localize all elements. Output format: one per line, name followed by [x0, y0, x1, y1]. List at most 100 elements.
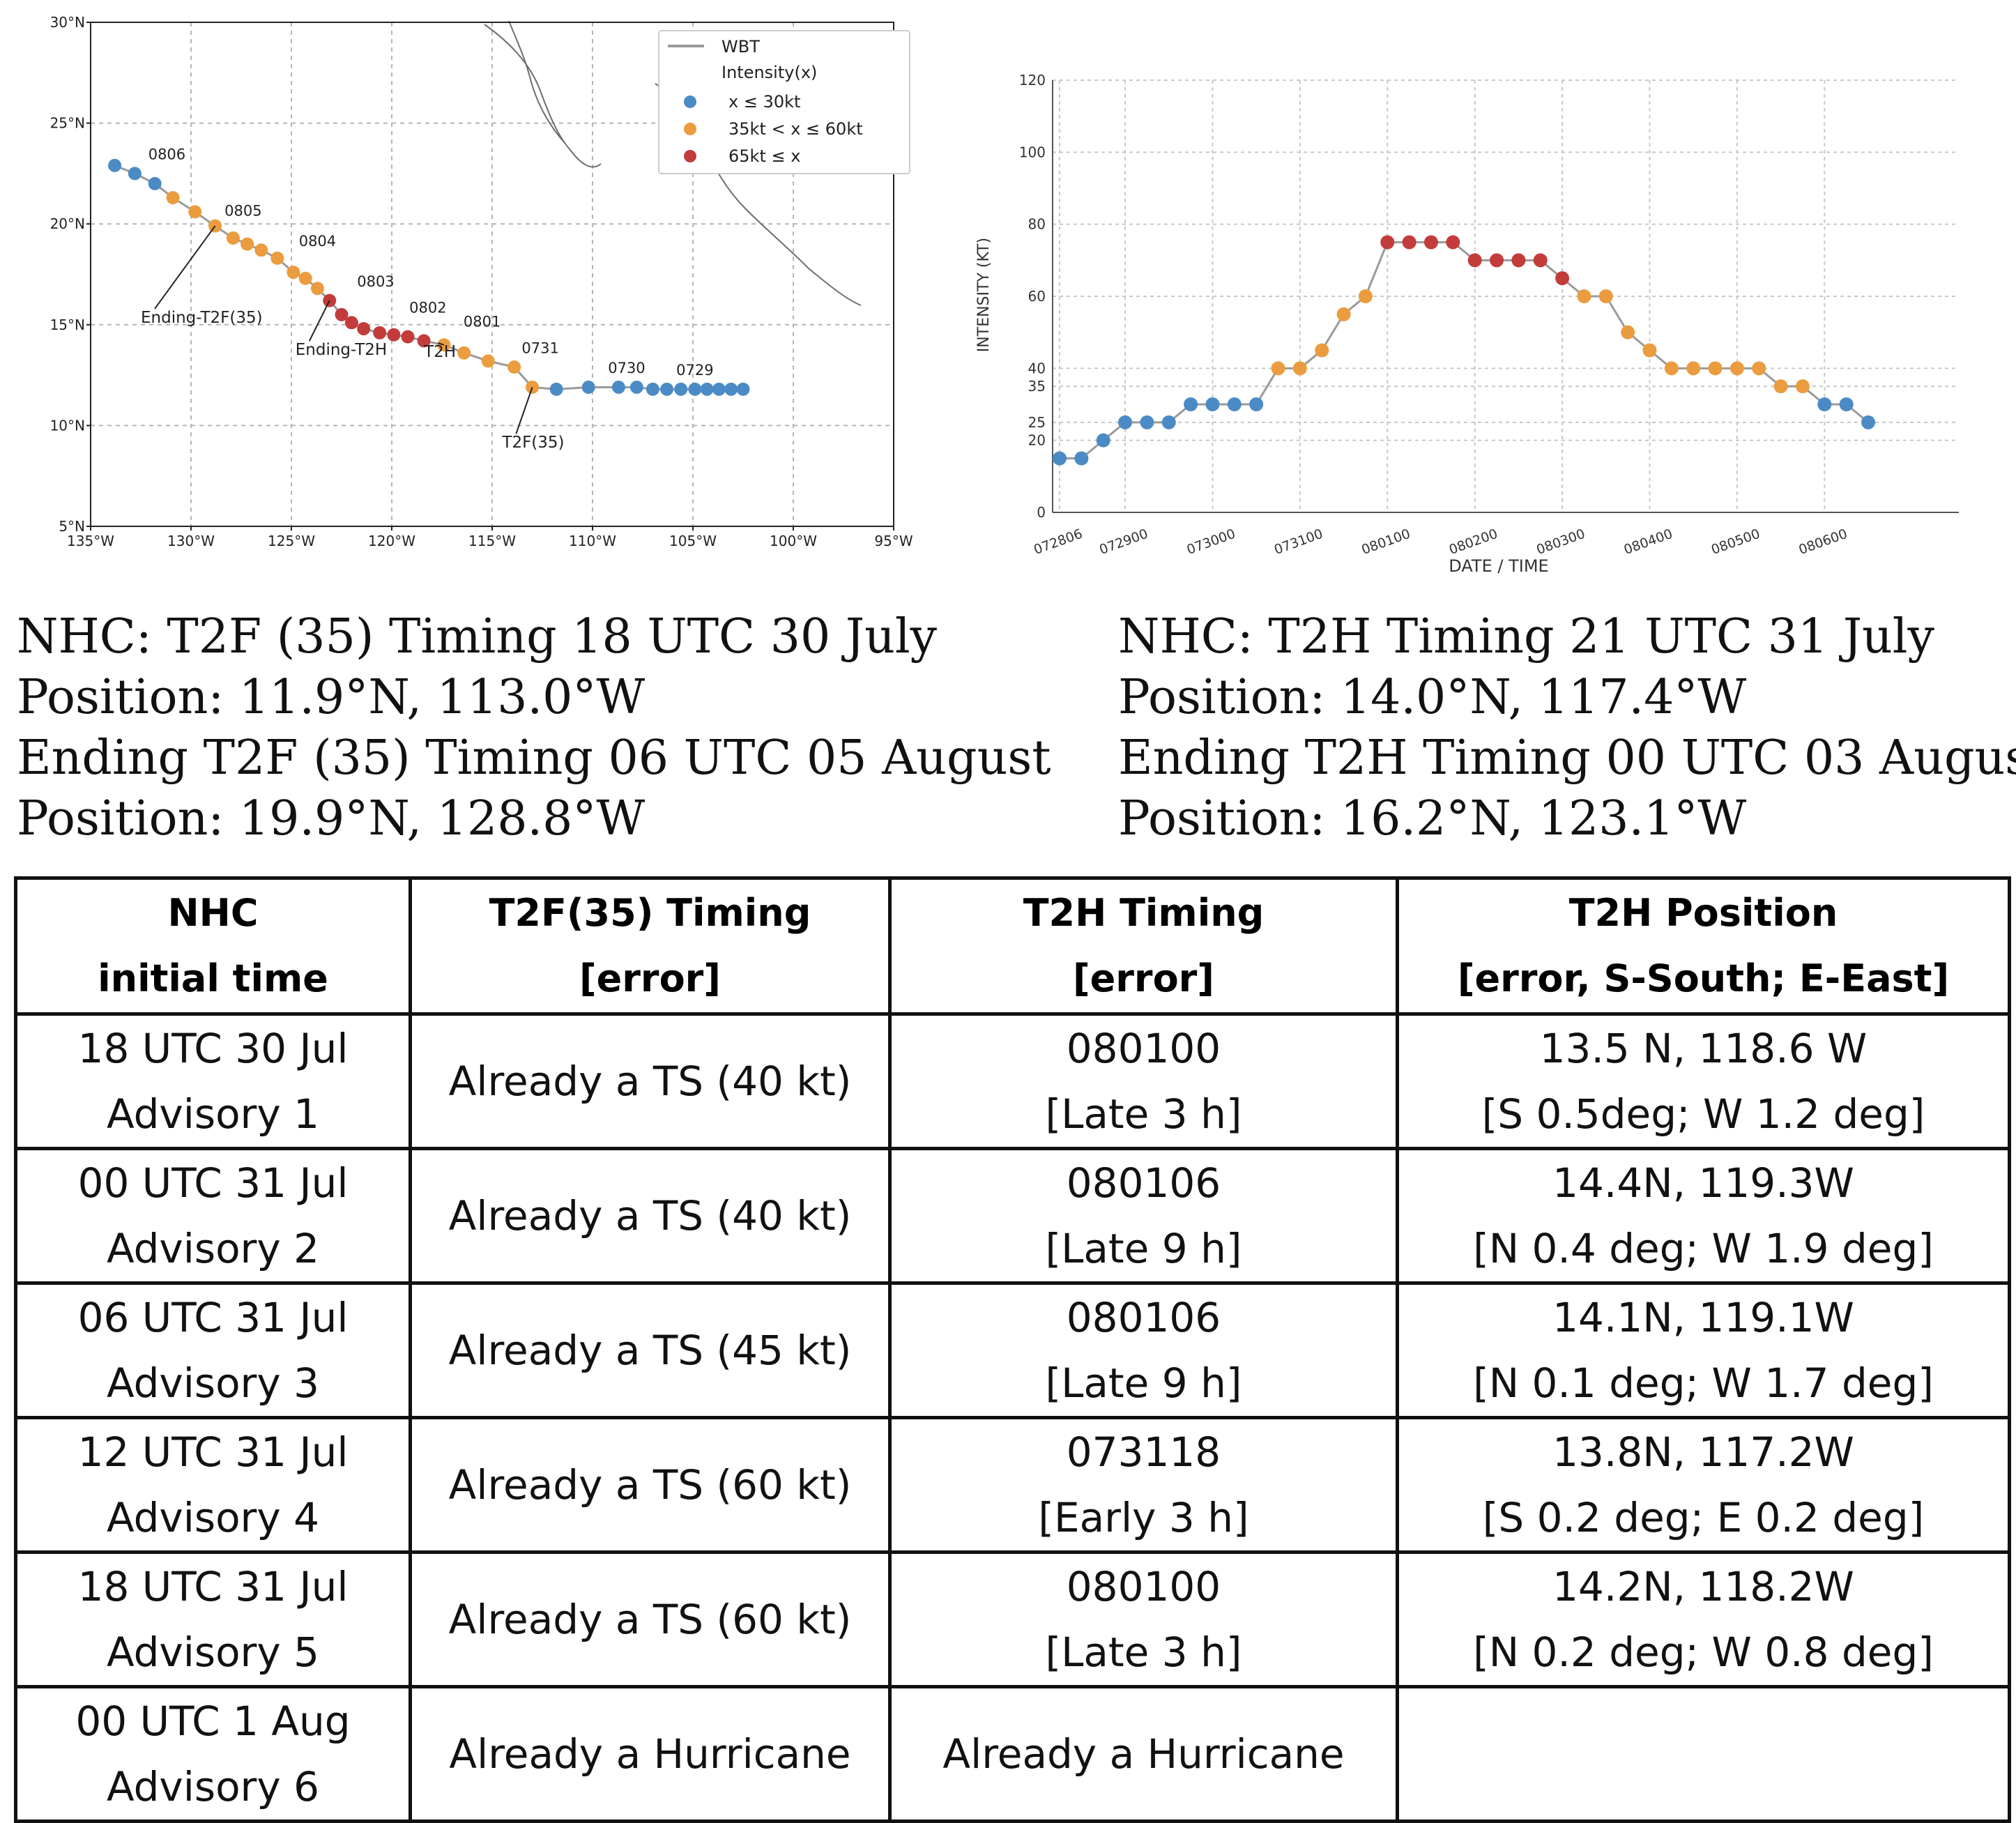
map-axes: 135°W 130°W 125°W 120°W 115°W 110°W 105°W 100°W…: [50, 14, 913, 549]
map-annotation-arrow: [515, 387, 533, 434]
intensity-point: [1074, 451, 1089, 466]
intensity-point: [1686, 361, 1701, 376]
intensity-point: [1555, 271, 1570, 286]
intensity-point: [1140, 415, 1154, 429]
intensity-y-tick-label: 40: [1028, 360, 1046, 376]
ending-t2f-position: Position: 19.9°N, 128.8°W: [17, 791, 646, 846]
intensity-y-label: INTENSITY (KT): [975, 238, 993, 352]
header-t2h-position: T2H Position [error, S-South; E-East]: [1396, 876, 2011, 1016]
intensity-point: [1446, 235, 1460, 250]
map-x-tick-label: 130°W: [167, 533, 215, 549]
map-y-tick-label: 30°N: [50, 14, 85, 31]
cell-t2h-position: 13.8N, 117.2W [S 0.2 deg; E 0.2 deg]: [1396, 1416, 2011, 1554]
map-track-point: [457, 346, 471, 360]
table-row: 12 UTC 31 Jul Advisory 4 Already a TS (60…: [14, 1416, 2011, 1554]
cell-t2h-timing: 080106 [Late 9 h]: [888, 1147, 1399, 1285]
map-x-tick-label: 100°W: [770, 533, 817, 549]
map-track-point: [373, 326, 387, 340]
map-track-point: [724, 382, 738, 396]
intensity-point: [1598, 289, 1613, 303]
ending-t2h-position: Position: 16.2°N, 123.1°W: [1118, 791, 1747, 846]
intensity-point: [1402, 235, 1416, 250]
cell-t2f-timing: Already a TS (60 kt): [408, 1416, 892, 1554]
map-track-point: [700, 382, 714, 396]
map-annotation-arrow: [308, 300, 330, 342]
map-x-tick-label: 110°W: [569, 533, 616, 549]
t2f-position: Position: 11.9°N, 113.0°W: [17, 670, 646, 725]
map-y-tick-label: 5°N: [59, 518, 85, 535]
intensity-point: [1161, 415, 1176, 429]
legend-title: Intensity(x): [721, 63, 817, 82]
map-track-point: [712, 382, 726, 396]
map-track-point: [298, 271, 312, 285]
intensity-y-tick-label: 35: [1028, 378, 1046, 395]
intensity-point: [1511, 253, 1526, 268]
map-annotation-arrow: [154, 225, 216, 310]
header-initial-time: NHC initial time: [14, 876, 412, 1016]
intensity-point: [1839, 397, 1854, 411]
cell-initial-time: 12 UTC 31 Jul Advisory 4: [14, 1416, 412, 1554]
cell-t2h-position: 13.5 N, 118.6 W [S 0.5deg; W 1.2 deg]: [1396, 1012, 2011, 1150]
intensity-point: [1773, 379, 1788, 394]
intensity-y-tick-label: 25: [1028, 414, 1046, 431]
intensity-point: [1423, 235, 1438, 250]
map-annotation-label: T2H: [423, 343, 456, 361]
intensity-y-tick-label: 100: [1019, 144, 1046, 160]
intensity-y-tick-label: 20: [1028, 432, 1046, 449]
table-row: 00 UTC 31 Jul Advisory 2 Already a TS (40…: [14, 1147, 2011, 1285]
map-date-label: 0804: [299, 233, 336, 250]
map-x-tick-label: 95°W: [874, 533, 912, 549]
map-track-point: [581, 380, 595, 394]
map-track: [108, 158, 750, 396]
intensity-point: [1795, 379, 1810, 394]
map-track-point: [660, 382, 674, 396]
intensity-y-tick-label: 120: [1019, 72, 1046, 89]
cell-t2h-timing: Already a Hurricane: [888, 1685, 1399, 1823]
map-track-point: [611, 380, 625, 394]
intensity-point: [1184, 397, 1198, 411]
intensity-point: [1817, 397, 1832, 411]
map-date-label: 0801: [464, 314, 501, 330]
cell-t2h-position: 14.1N, 119.1W [N 0.1 deg; W 1.7 deg]: [1396, 1281, 2011, 1419]
intensity-point: [1053, 451, 1067, 466]
map-y-tick-label: 25°N: [50, 115, 85, 132]
legend-entry-weak: x ≤ 30kt: [728, 92, 800, 112]
cell-initial-time: 18 UTC 31 Jul Advisory 5: [14, 1550, 412, 1688]
header-t2h-timing: T2H Timing [error]: [888, 876, 1399, 1016]
map-y-tick-label: 20°N: [50, 215, 85, 232]
intensity-point: [1205, 397, 1220, 411]
map-date-label: 0805: [224, 203, 261, 220]
map-track-point: [736, 382, 750, 396]
cell-t2h-timing: 080106 [Late 9 h]: [888, 1281, 1399, 1419]
intensity-point: [1664, 361, 1679, 376]
cell-t2f-timing: Already a TS (60 kt): [408, 1550, 892, 1688]
legend-marker-weak: [684, 96, 696, 108]
map-track-point: [417, 334, 431, 348]
map-y-tick-label: 15°N: [50, 316, 85, 333]
map-track-point: [240, 237, 254, 251]
intensity-point: [1336, 307, 1351, 321]
intensity-point: [1249, 397, 1264, 411]
t2f-timing: NHC: T2F (35) Timing 18 UTC 30 July: [17, 609, 938, 664]
intensity-point: [1621, 325, 1635, 340]
intensity-y-tick-label: 80: [1028, 216, 1046, 233]
cell-t2h-position: 14.2N, 118.2W [N 0.2 deg; W 0.8 deg]: [1396, 1550, 2011, 1688]
legend-line-label: WBT: [721, 37, 760, 56]
legend-entry-storm: 35kt < x ≤ 60kt: [728, 119, 863, 139]
ending-t2h-timing: Ending T2H Timing 00 UTC 03 August: [1118, 731, 2016, 786]
cell-t2f-timing: Already a TS (40 kt): [408, 1147, 892, 1285]
map-track-point: [254, 243, 268, 257]
map-date-label: 0729: [676, 362, 713, 379]
t2h-info: NHC: T2H Timing 21 UTC 31 July Position:…: [1118, 607, 2016, 849]
intensity-point: [1315, 343, 1329, 358]
cell-initial-time: 00 UTC 1 Aug Advisory 6: [14, 1685, 412, 1823]
t2f-info: NHC: T2F (35) Timing 18 UTC 30 July Posi…: [17, 607, 1051, 849]
map-track-point: [357, 322, 371, 336]
intensity-point: [1271, 361, 1285, 376]
map-track-point: [549, 382, 563, 396]
cell-t2h-position: [1396, 1685, 2011, 1823]
map-date-label: 0730: [608, 360, 645, 376]
map-track-point: [108, 158, 122, 172]
map-track-point: [481, 354, 495, 368]
